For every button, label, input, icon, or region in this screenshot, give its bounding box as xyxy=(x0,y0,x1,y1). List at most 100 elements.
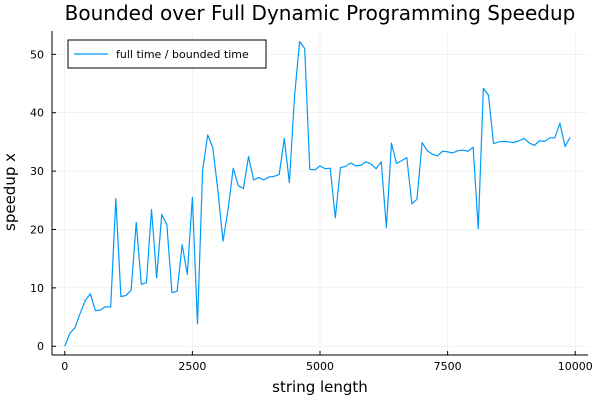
data-point xyxy=(268,176,270,178)
data-point xyxy=(258,177,260,179)
data-point xyxy=(319,165,321,167)
data-point xyxy=(503,141,505,143)
y-tick-label: 30 xyxy=(30,165,44,178)
data-point xyxy=(401,160,403,162)
data-point xyxy=(421,142,423,144)
data-point xyxy=(105,306,107,308)
data-point xyxy=(243,188,245,190)
series-layer xyxy=(64,40,571,347)
y-tick-label: 0 xyxy=(37,340,44,353)
data-point xyxy=(380,161,382,163)
data-point xyxy=(69,333,71,335)
data-point xyxy=(120,296,122,298)
data-point xyxy=(375,168,377,170)
data-point xyxy=(151,209,153,211)
data-point xyxy=(365,161,367,163)
data-point xyxy=(528,142,530,144)
data-point xyxy=(64,345,66,347)
data-point xyxy=(549,137,551,139)
data-point xyxy=(340,167,342,169)
data-point xyxy=(335,217,337,219)
data-point xyxy=(115,198,117,200)
data-point xyxy=(416,198,418,200)
ticks: 0 2500 5000 7500 10000 0 10 20 30 40 50 xyxy=(30,48,593,373)
data-point xyxy=(360,164,362,166)
data-point xyxy=(432,153,434,155)
data-point xyxy=(135,222,137,224)
data-point xyxy=(192,197,194,199)
data-point xyxy=(186,274,188,276)
data-point xyxy=(437,155,439,157)
data-point xyxy=(488,94,490,96)
data-point xyxy=(462,149,464,151)
data-point xyxy=(171,292,173,294)
data-point xyxy=(176,291,178,293)
data-point xyxy=(483,87,485,89)
data-point xyxy=(110,306,112,308)
data-point xyxy=(95,310,97,312)
legend-label: full time / bounded time xyxy=(116,48,249,61)
data-point xyxy=(355,165,357,167)
data-point xyxy=(345,166,347,168)
data-point xyxy=(391,142,393,144)
data-point xyxy=(472,146,474,148)
data-point xyxy=(350,162,352,164)
data-point xyxy=(426,150,428,152)
legend-box xyxy=(67,39,267,69)
data-point xyxy=(100,309,102,311)
data-point xyxy=(74,327,76,329)
y-tick-label: 20 xyxy=(30,223,44,236)
data-point xyxy=(253,179,255,181)
data-point xyxy=(569,136,571,138)
data-point xyxy=(442,150,444,152)
data-point xyxy=(141,284,143,286)
data-point xyxy=(202,170,204,172)
x-tick-label: 0 xyxy=(61,360,68,373)
data-point xyxy=(493,143,495,145)
data-point xyxy=(534,145,536,147)
data-point xyxy=(227,208,229,210)
data-point xyxy=(278,174,280,176)
series-line xyxy=(64,40,571,347)
data-point xyxy=(523,138,525,140)
data-point xyxy=(207,134,209,136)
y-tick-label: 10 xyxy=(30,282,44,295)
x-tick-label: 2500 xyxy=(178,360,206,373)
data-point xyxy=(197,323,199,325)
data-point xyxy=(232,167,234,169)
y-tick-label: 40 xyxy=(30,107,44,120)
data-point xyxy=(283,138,285,140)
data-point xyxy=(181,244,183,246)
data-point xyxy=(508,141,510,143)
data-point xyxy=(406,157,408,159)
data-point xyxy=(309,169,311,171)
x-tick-label: 10000 xyxy=(558,360,593,373)
data-point xyxy=(544,141,546,143)
data-point xyxy=(84,300,86,302)
data-point xyxy=(411,203,413,205)
data-point xyxy=(314,169,316,171)
data-point xyxy=(324,168,326,170)
data-point xyxy=(156,277,158,279)
data-point xyxy=(559,122,561,124)
data-point xyxy=(146,282,148,284)
data-point xyxy=(396,163,398,165)
data-point xyxy=(125,295,127,297)
data-point xyxy=(518,140,520,142)
data-point xyxy=(513,142,515,144)
data-point xyxy=(370,163,372,165)
series-group xyxy=(64,40,571,347)
data-point xyxy=(452,152,454,154)
data-point xyxy=(289,182,291,184)
data-point xyxy=(212,147,214,149)
data-point xyxy=(299,41,301,43)
data-point xyxy=(263,179,265,181)
data-point xyxy=(166,224,168,226)
data-point xyxy=(79,313,81,315)
legend: full time / bounded time xyxy=(67,39,267,69)
data-point xyxy=(386,227,388,229)
data-point xyxy=(554,137,556,139)
data-point xyxy=(564,146,566,148)
data-point xyxy=(248,156,250,158)
data-point xyxy=(447,151,449,153)
